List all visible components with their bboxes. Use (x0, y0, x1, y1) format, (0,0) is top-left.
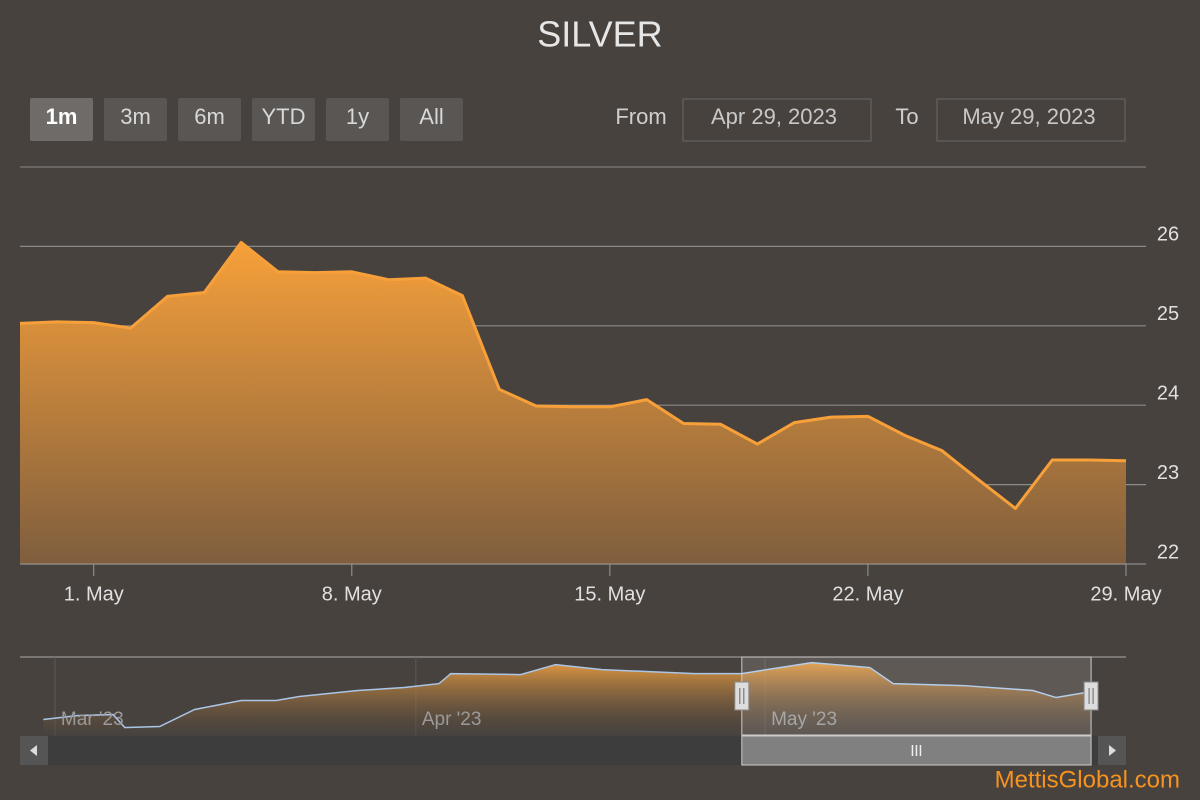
range-button[interactable] (178, 98, 241, 141)
y-tick-label: 22 (1157, 541, 1179, 563)
y-tick-label: 23 (1157, 462, 1179, 484)
from-date[interactable]: Apr 29, 2023 (711, 104, 837, 129)
scroll-left-arrow (30, 745, 37, 756)
chart-title: SILVER (537, 14, 662, 55)
navigator-fill (43, 662, 1092, 735)
x-tick-label: 15. May (574, 583, 645, 605)
x-tick-label: 8. May (322, 583, 382, 605)
navigator-handle[interactable] (734, 681, 750, 711)
navigator-tick-label: May '23 (771, 709, 837, 730)
navigator-tick-label: Mar '23 (61, 709, 124, 730)
scroll-right-arrow (1109, 745, 1116, 756)
range-button-label[interactable]: 6m (194, 104, 225, 129)
x-tick-label: 1. May (64, 583, 124, 605)
to-input[interactable] (936, 98, 1126, 142)
range-button[interactable] (400, 98, 463, 141)
range-button-label[interactable]: 1y (346, 104, 369, 129)
range-button-label[interactable]: All (419, 104, 443, 129)
range-button-label[interactable]: 1m (46, 104, 78, 129)
range-button[interactable] (30, 98, 93, 141)
navigator-line (43, 661, 1092, 729)
range-button-label[interactable]: 3m (120, 104, 151, 129)
x-tick-label: 29. May (1090, 583, 1161, 605)
y-tick-label: 25 (1157, 303, 1179, 325)
y-tick-label: 24 (1157, 382, 1179, 404)
range-button[interactable] (104, 98, 167, 141)
range-button[interactable] (326, 98, 389, 141)
range-button-label[interactable]: YTD (262, 104, 306, 129)
from-input[interactable] (682, 98, 872, 142)
navigator-tick-label: Apr '23 (422, 709, 482, 730)
to-date[interactable]: May 29, 2023 (962, 104, 1095, 129)
navigator-mask (741, 656, 1092, 736)
area-line (19, 240, 1127, 510)
from-label: From (615, 104, 666, 129)
range-button[interactable] (252, 98, 315, 141)
credits[interactable]: MettisGlobal.com (995, 766, 1180, 793)
x-tick-label: 22. May (832, 583, 903, 605)
to-label: To (895, 104, 918, 129)
area-fill (20, 242, 1126, 564)
y-tick-label: 26 (1157, 224, 1179, 246)
navigator-handle[interactable] (1083, 681, 1099, 711)
